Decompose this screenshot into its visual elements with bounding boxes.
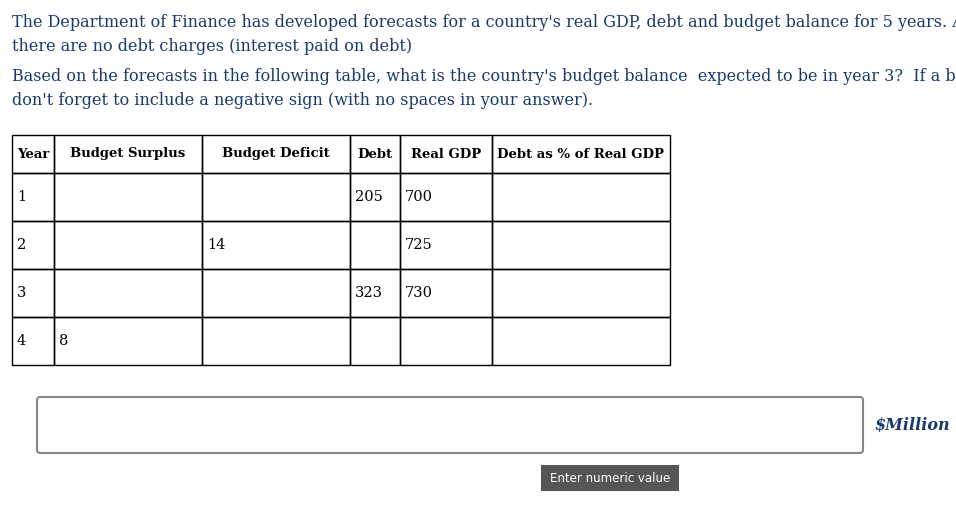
- Bar: [492, 221, 670, 269]
- Text: The Department of Finance has developed forecasts for a country's real GDP, debt: The Department of Finance has developed …: [12, 14, 956, 31]
- Bar: [492, 269, 670, 317]
- Bar: [54, 317, 202, 365]
- Text: Based on the forecasts in the following table, what is the country's budget bala: Based on the forecasts in the following …: [12, 68, 956, 85]
- Text: Enter numeric value: Enter numeric value: [550, 472, 670, 484]
- Text: 14: 14: [207, 238, 226, 252]
- Text: don't forget to include a negative sign (with no spaces in your answer).: don't forget to include a negative sign …: [12, 92, 593, 109]
- Text: Real GDP: Real GDP: [411, 148, 481, 160]
- Bar: [400, 221, 492, 269]
- FancyBboxPatch shape: [541, 465, 679, 491]
- Text: Year: Year: [17, 148, 49, 160]
- Text: there are no debt charges (interest paid on debt): there are no debt charges (interest paid…: [12, 38, 412, 55]
- Bar: [400, 269, 492, 317]
- Bar: [12, 173, 54, 221]
- Bar: [12, 135, 54, 173]
- Bar: [350, 135, 400, 173]
- Bar: [12, 269, 54, 317]
- Bar: [400, 135, 492, 173]
- Text: 205: 205: [355, 190, 382, 204]
- Bar: [54, 173, 202, 221]
- Bar: [350, 317, 400, 365]
- Text: 3: 3: [17, 286, 27, 300]
- Text: 8: 8: [59, 334, 69, 348]
- Bar: [54, 269, 202, 317]
- Bar: [350, 269, 400, 317]
- Bar: [202, 173, 350, 221]
- Text: Debt: Debt: [358, 148, 393, 160]
- Text: 4: 4: [17, 334, 26, 348]
- Text: 323: 323: [355, 286, 383, 300]
- Text: Budget Surplus: Budget Surplus: [71, 148, 185, 160]
- Text: Debt as % of Real GDP: Debt as % of Real GDP: [497, 148, 664, 160]
- Text: $Million: $Million: [874, 416, 949, 433]
- Bar: [400, 317, 492, 365]
- Text: 1: 1: [17, 190, 26, 204]
- FancyBboxPatch shape: [37, 397, 863, 453]
- Bar: [492, 173, 670, 221]
- Bar: [350, 221, 400, 269]
- Bar: [202, 269, 350, 317]
- Text: Budget Deficit: Budget Deficit: [222, 148, 330, 160]
- Bar: [202, 135, 350, 173]
- Text: 2: 2: [17, 238, 26, 252]
- Bar: [54, 135, 202, 173]
- Text: 700: 700: [405, 190, 433, 204]
- Text: 725: 725: [405, 238, 433, 252]
- Bar: [492, 135, 670, 173]
- Bar: [12, 221, 54, 269]
- Bar: [202, 221, 350, 269]
- Bar: [12, 317, 54, 365]
- Bar: [350, 173, 400, 221]
- Bar: [202, 317, 350, 365]
- Text: 730: 730: [405, 286, 433, 300]
- Bar: [54, 221, 202, 269]
- Bar: [492, 317, 670, 365]
- Bar: [400, 173, 492, 221]
